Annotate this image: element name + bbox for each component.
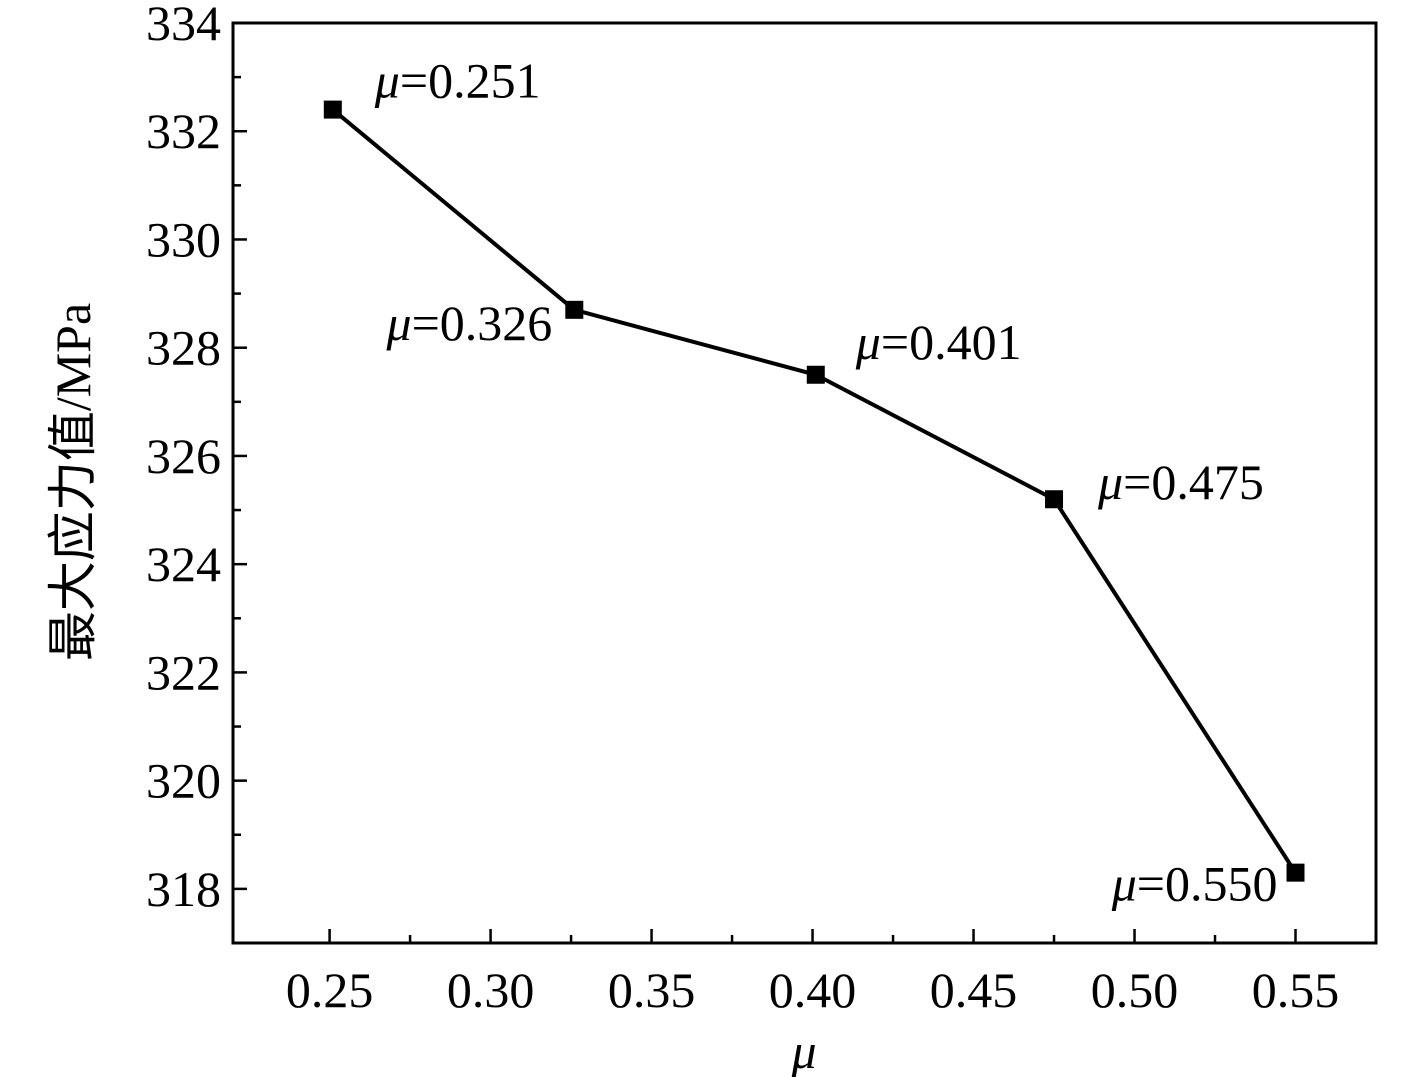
data-point-label: μ=0.326 (385, 295, 552, 351)
x-tick-label: 0.50 (1091, 962, 1179, 1018)
data-point-label: μ=0.475 (1097, 454, 1264, 510)
x-tick-label: 0.35 (608, 962, 696, 1018)
x-tick-label: 0.25 (286, 962, 374, 1018)
y-tick-label: 332 (146, 103, 221, 159)
y-tick-label: 318 (146, 861, 221, 917)
x-tick-label: 0.40 (769, 962, 857, 1018)
y-tick-label: 322 (146, 644, 221, 700)
y-tick-label: 320 (146, 753, 221, 809)
x-tick-label: 0.55 (1252, 962, 1340, 1018)
data-point-marker (1286, 863, 1305, 882)
data-point-marker (565, 300, 584, 319)
data-point-marker (323, 100, 342, 119)
x-axis-title: μ (790, 1023, 816, 1077)
x-tick-label: 0.45 (930, 962, 1018, 1018)
y-tick-label: 324 (146, 536, 221, 592)
y-tick-label: 330 (146, 211, 221, 267)
y-tick-label: 334 (146, 0, 221, 51)
data-point-label: μ=0.550 (1111, 856, 1278, 912)
data-point-marker (1045, 490, 1064, 509)
data-point-label: μ=0.401 (855, 314, 1022, 370)
y-tick-label: 326 (146, 428, 221, 484)
data-point-marker (806, 365, 825, 384)
y-tick-label: 328 (146, 320, 221, 376)
data-point-label: μ=0.251 (374, 53, 541, 109)
plot-area: 318 320 322 324 326 328 330 332 334 0.25 0.30 0.35 0… (146, 0, 1378, 1018)
plot-frame (231, 21, 1378, 945)
y-axis-title: 最大应力值/MPa (45, 303, 101, 661)
x-tick-label: 0.30 (447, 962, 535, 1018)
